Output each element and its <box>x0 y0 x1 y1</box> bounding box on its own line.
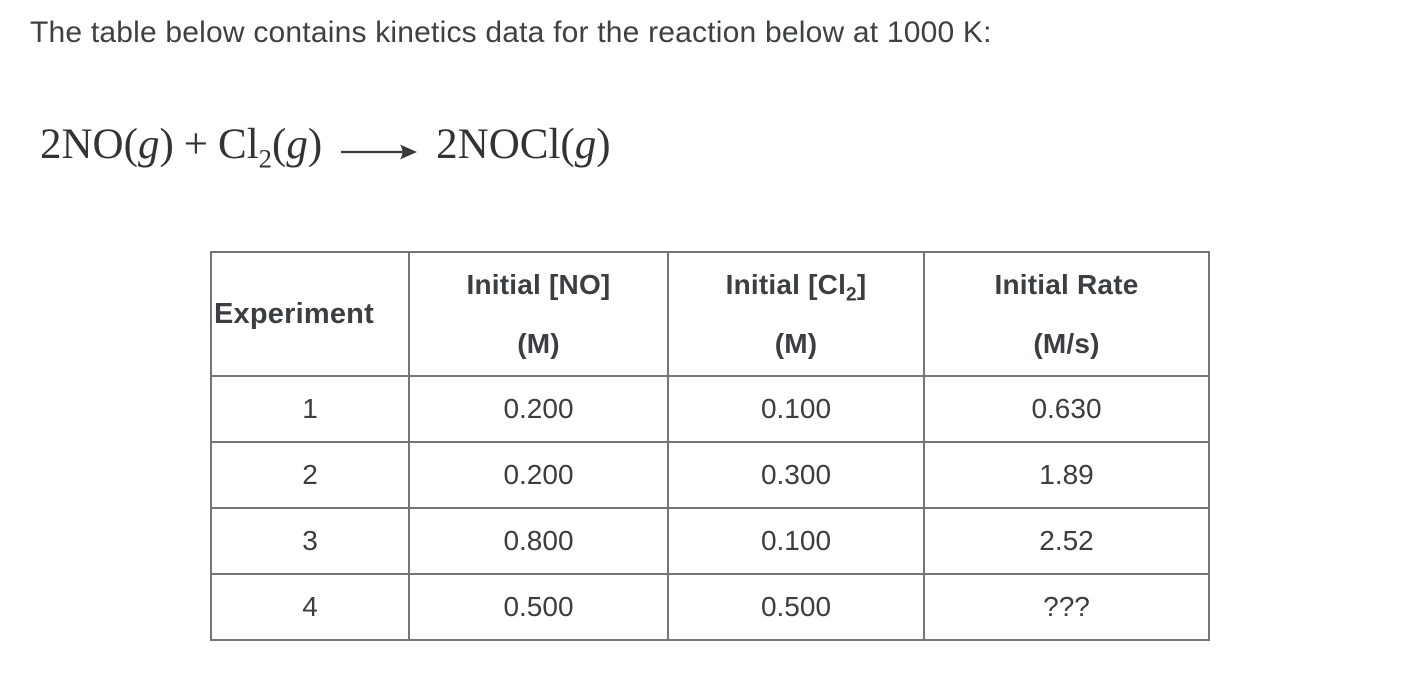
cell-initial-rate: 1.89 <box>923 441 1210 509</box>
table-row: 4 0.500 0.500 ??? <box>210 573 1210 641</box>
col-header-experiment: Experiment <box>210 251 410 377</box>
cell-initial-cl2: 0.100 <box>667 375 925 443</box>
cell-initial-cl2: 0.300 <box>667 441 925 509</box>
page-title: The table below contains kinetics data f… <box>30 16 992 49</box>
reaction-arrow-icon <box>340 124 418 173</box>
col-header-initial-rate: Initial Rate (M/s) <box>923 251 1210 377</box>
table-row: 1 0.200 0.100 0.630 <box>210 375 1210 443</box>
cell-initial-cl2: 0.500 <box>667 573 925 641</box>
cell-initial-cl2: 0.100 <box>667 507 925 575</box>
table-row: 2 0.200 0.300 1.89 <box>210 441 1210 509</box>
plus-sign: + <box>183 121 209 168</box>
cell-experiment: 1 <box>210 375 410 443</box>
cell-experiment: 2 <box>210 441 410 509</box>
table-row: 3 0.800 0.100 2.52 <box>210 507 1210 575</box>
cell-experiment: 4 <box>210 573 410 641</box>
cell-initial-rate: 0.630 <box>923 375 1210 443</box>
kinetics-data-table: Experiment Initial [NO] (M) Initial [Cl2… <box>210 251 1210 641</box>
reaction-equation: 2NO(g) + Cl2(g) 2NOCl(g) <box>40 120 611 174</box>
reactant-2: Cl2(g) <box>218 121 323 174</box>
cell-initial-rate: ??? <box>923 573 1210 641</box>
header-row: Experiment Initial [NO] (M) Initial [Cl2… <box>210 251 1210 377</box>
cell-initial-no: 0.500 <box>408 573 669 641</box>
product: 2NOCl(g) <box>436 121 611 168</box>
cell-experiment: 3 <box>210 507 410 575</box>
col-header-initial-cl2: Initial [Cl2] (M) <box>667 251 925 377</box>
col-header-initial-no: Initial [NO] (M) <box>408 251 669 377</box>
cell-initial-no: 0.800 <box>408 507 669 575</box>
cell-initial-rate: 2.52 <box>923 507 1210 575</box>
cell-initial-no: 0.200 <box>408 441 669 509</box>
reactant-1: 2NO(g) <box>40 121 174 168</box>
cell-initial-no: 0.200 <box>408 375 669 443</box>
